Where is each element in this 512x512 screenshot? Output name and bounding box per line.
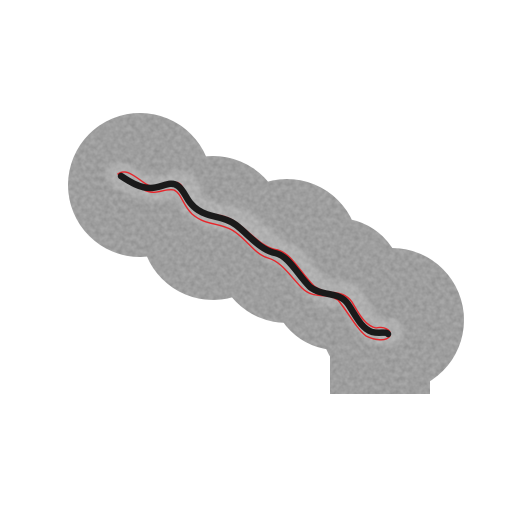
filament [117, 172, 392, 338]
